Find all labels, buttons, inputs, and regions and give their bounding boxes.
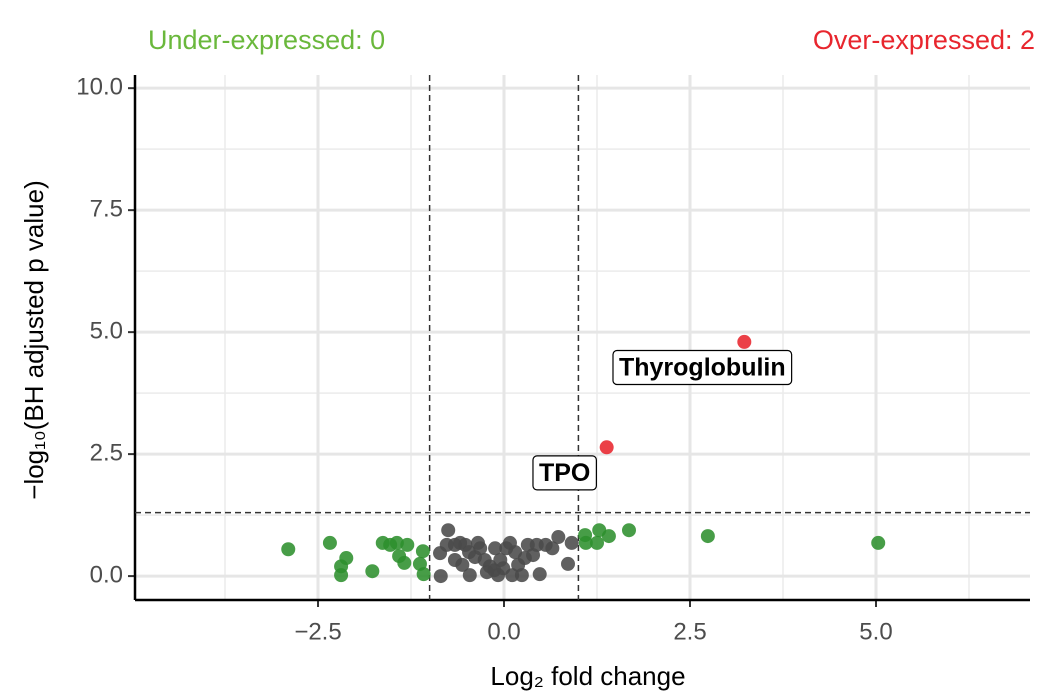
point-label: Thyroglobulin [612, 349, 793, 386]
point [488, 541, 503, 556]
x-axis-title: Log₂ fold change [490, 661, 685, 691]
point [334, 568, 349, 583]
point [389, 535, 404, 550]
point [560, 556, 575, 571]
point [281, 542, 296, 557]
point [433, 569, 448, 584]
point [365, 564, 380, 579]
point [564, 535, 579, 550]
under-expressed-count: Under-expressed: 0 [148, 25, 385, 55]
point [441, 523, 456, 538]
point [532, 567, 547, 582]
point [545, 541, 560, 556]
point [517, 551, 532, 566]
over-expressed-count: Over-expressed: 2 [813, 25, 1035, 55]
y-tick-label: 5.0 [90, 317, 123, 344]
point [397, 555, 412, 570]
point [737, 334, 752, 349]
label-text: Thyroglobulin [619, 354, 786, 382]
point [322, 535, 337, 550]
point [599, 440, 614, 455]
point-label: TPO [532, 455, 597, 491]
y-tick-label: 10.0 [76, 74, 123, 101]
y-tick-label: 2.5 [90, 439, 123, 466]
y-tick-label: 0.0 [90, 561, 123, 588]
point [416, 567, 431, 582]
point [496, 561, 511, 576]
point [551, 530, 566, 545]
x-tick-label: −2.5 [294, 618, 341, 645]
x-tick-label: 5.0 [859, 618, 892, 645]
y-axis-title: −log₁₀(BH adjusted p value) [19, 180, 49, 499]
point [479, 565, 494, 580]
point [621, 523, 636, 538]
label-box [532, 455, 597, 491]
point [700, 529, 715, 544]
x-tick-label: 2.5 [673, 618, 706, 645]
point [590, 535, 605, 550]
label-box [612, 349, 793, 386]
point [470, 535, 485, 550]
point [415, 544, 430, 559]
point [462, 568, 477, 583]
point [578, 535, 593, 550]
y-tick-label: 7.5 [90, 195, 123, 222]
point [400, 537, 415, 552]
point [601, 529, 616, 544]
x-tick-label: 0.0 [487, 618, 520, 645]
point [514, 568, 529, 583]
label-text: TPO [539, 459, 590, 487]
point [871, 535, 886, 550]
point [447, 552, 462, 567]
